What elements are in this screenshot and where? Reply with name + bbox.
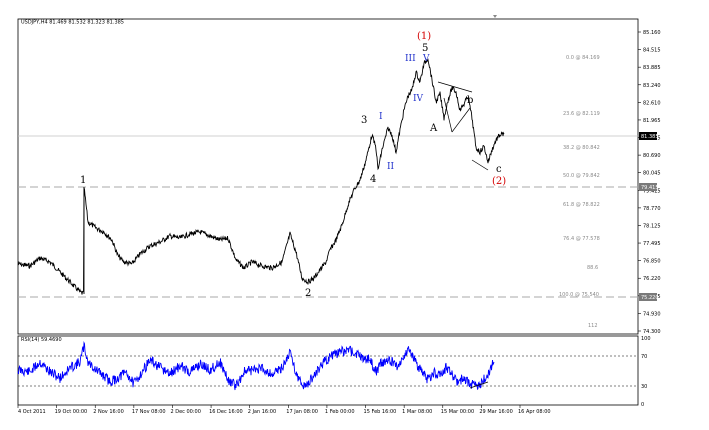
time-tick-label: 17 Nov 08:00 [132,409,166,415]
wave-label-2: 2 [305,288,311,299]
wave-label-5: 5 [422,43,428,54]
price-tick-label: 83.885 [643,65,661,71]
time-tick-label: 1 Mar 08:00 [402,409,432,415]
fib-labels: 0.0 @ 84.169 23.6 @ 82.119 38.2 @ 80.842… [559,55,600,329]
wave-label-a: A [429,123,438,134]
time-axis[interactable]: 4 Oct 2011 19 Oct 00:00 2 Nov 16:00 17 Nov … [17,405,551,415]
time-tick-label: 4 Oct 2011 [18,409,46,415]
triangle-lower-line[interactable] [443,97,453,133]
rsi-tick: 30 [641,384,647,390]
level-79-label: 79.415 [641,185,659,191]
rsi-tick: 0 [641,402,644,408]
time-tick-label: 17 Jan 08:00 [286,409,318,415]
rsi-line [17,340,495,391]
fib-label: 50.0 @ 79.842 [563,173,600,179]
time-tick-label: 16 Apr 08:00 [518,409,551,415]
price-tick-label: 82.610 [643,100,661,106]
triangle-upper-line[interactable] [437,81,473,93]
price-tick-label: 79.415 [643,188,661,194]
price-tick-label: 80.045 [643,171,661,177]
price-tick-label: 76.220 [643,276,661,282]
time-tick-label: 15 Mar 00:00 [441,409,474,415]
time-tick-label: 2 Nov 16:00 [93,409,124,415]
wave-label-3: 3 [361,115,367,126]
chart-header: USDJPY,H4 81.469 81.532 81.323 81.385 [21,20,124,26]
price-line [17,58,505,295]
price-tick-label: 78.125 [643,223,661,229]
wave-label-sub1: I [379,112,383,122]
fib-label: 0.0 @ 84.169 [566,55,600,61]
price-tick-label: 76.850 [643,259,661,265]
price-tick-label: 74.300 [643,329,661,335]
price-tick-label: 84.515 [643,48,661,54]
wave-label-sub4: IV [413,94,424,104]
rsi-axis[interactable]: 100 70 30 0 [641,336,651,408]
time-tick-label: 19 Oct 00:00 [55,409,88,415]
current-price-label: 81.385 [641,134,659,140]
triangle-lower-line-2[interactable] [451,107,471,133]
wave-label-major1: (1) [417,31,431,42]
wave-label-b: b [467,95,473,106]
time-tick-label: 2 Dec 00:00 [170,409,200,415]
price-tick-label: 78.770 [643,206,661,212]
fib-label: 76.4 @ 77.578 [563,236,600,242]
wave-label-4: 4 [370,174,376,185]
rsi-divergence-line[interactable] [469,381,489,389]
fib-label: 23.6 @ 82.119 [563,111,600,117]
wave-label-c: c [496,164,502,175]
price-tick-label: 81.965 [643,118,661,124]
price-tick-label: 83.240 [643,83,661,89]
level-75-badge [639,293,657,301]
fib-label: 112 [588,323,598,329]
price-axis[interactable]: 85.160 84.515 83.885 83.240 82.610 81.965 81.3… [638,30,661,335]
fib-label: 61.8 @ 78.822 [563,202,600,208]
rsi-pane[interactable] [17,335,639,406]
price-tick-label: 77.495 [643,241,661,247]
fib-label: 38.2 @ 80.842 [563,145,600,151]
price-tick-label: 85.160 [643,30,661,36]
time-tick-label: 1 Feb 00:00 [325,409,355,415]
current-price-badge [639,132,657,140]
rsi-header: RSI(14) 59.4690 [21,337,62,343]
time-tick-label: 2 Jan 16:00 [248,409,276,415]
wave-label-sub3: III [405,54,416,64]
rsi-tick: 100 [641,336,651,342]
time-tick-label: 16 Dec 16:00 [209,409,243,415]
level-79-badge [639,183,657,191]
fib-label: 100.0 @ 75.540 [559,292,599,298]
price-tick-label: 80.690 [643,153,661,159]
level-75-label: 75.220 [641,295,659,301]
wave-c-line[interactable] [471,159,489,171]
wave-label-1: 1 [80,175,86,186]
time-tick-label: 29 Mar 16:00 [479,409,512,415]
wave-label-major2: (2) [492,176,506,187]
rsi-tick: 70 [641,354,647,360]
wave-label-sub5: V [422,54,430,64]
time-tick-label: 15 Feb 16:00 [364,409,397,415]
fib-label: 88.6 [587,265,598,271]
price-pane[interactable] [17,18,639,335]
shift-marker-icon[interactable] [493,15,497,18]
price-tick-label: 74.930 [643,311,661,317]
wave-label-sub2: II [387,162,395,172]
